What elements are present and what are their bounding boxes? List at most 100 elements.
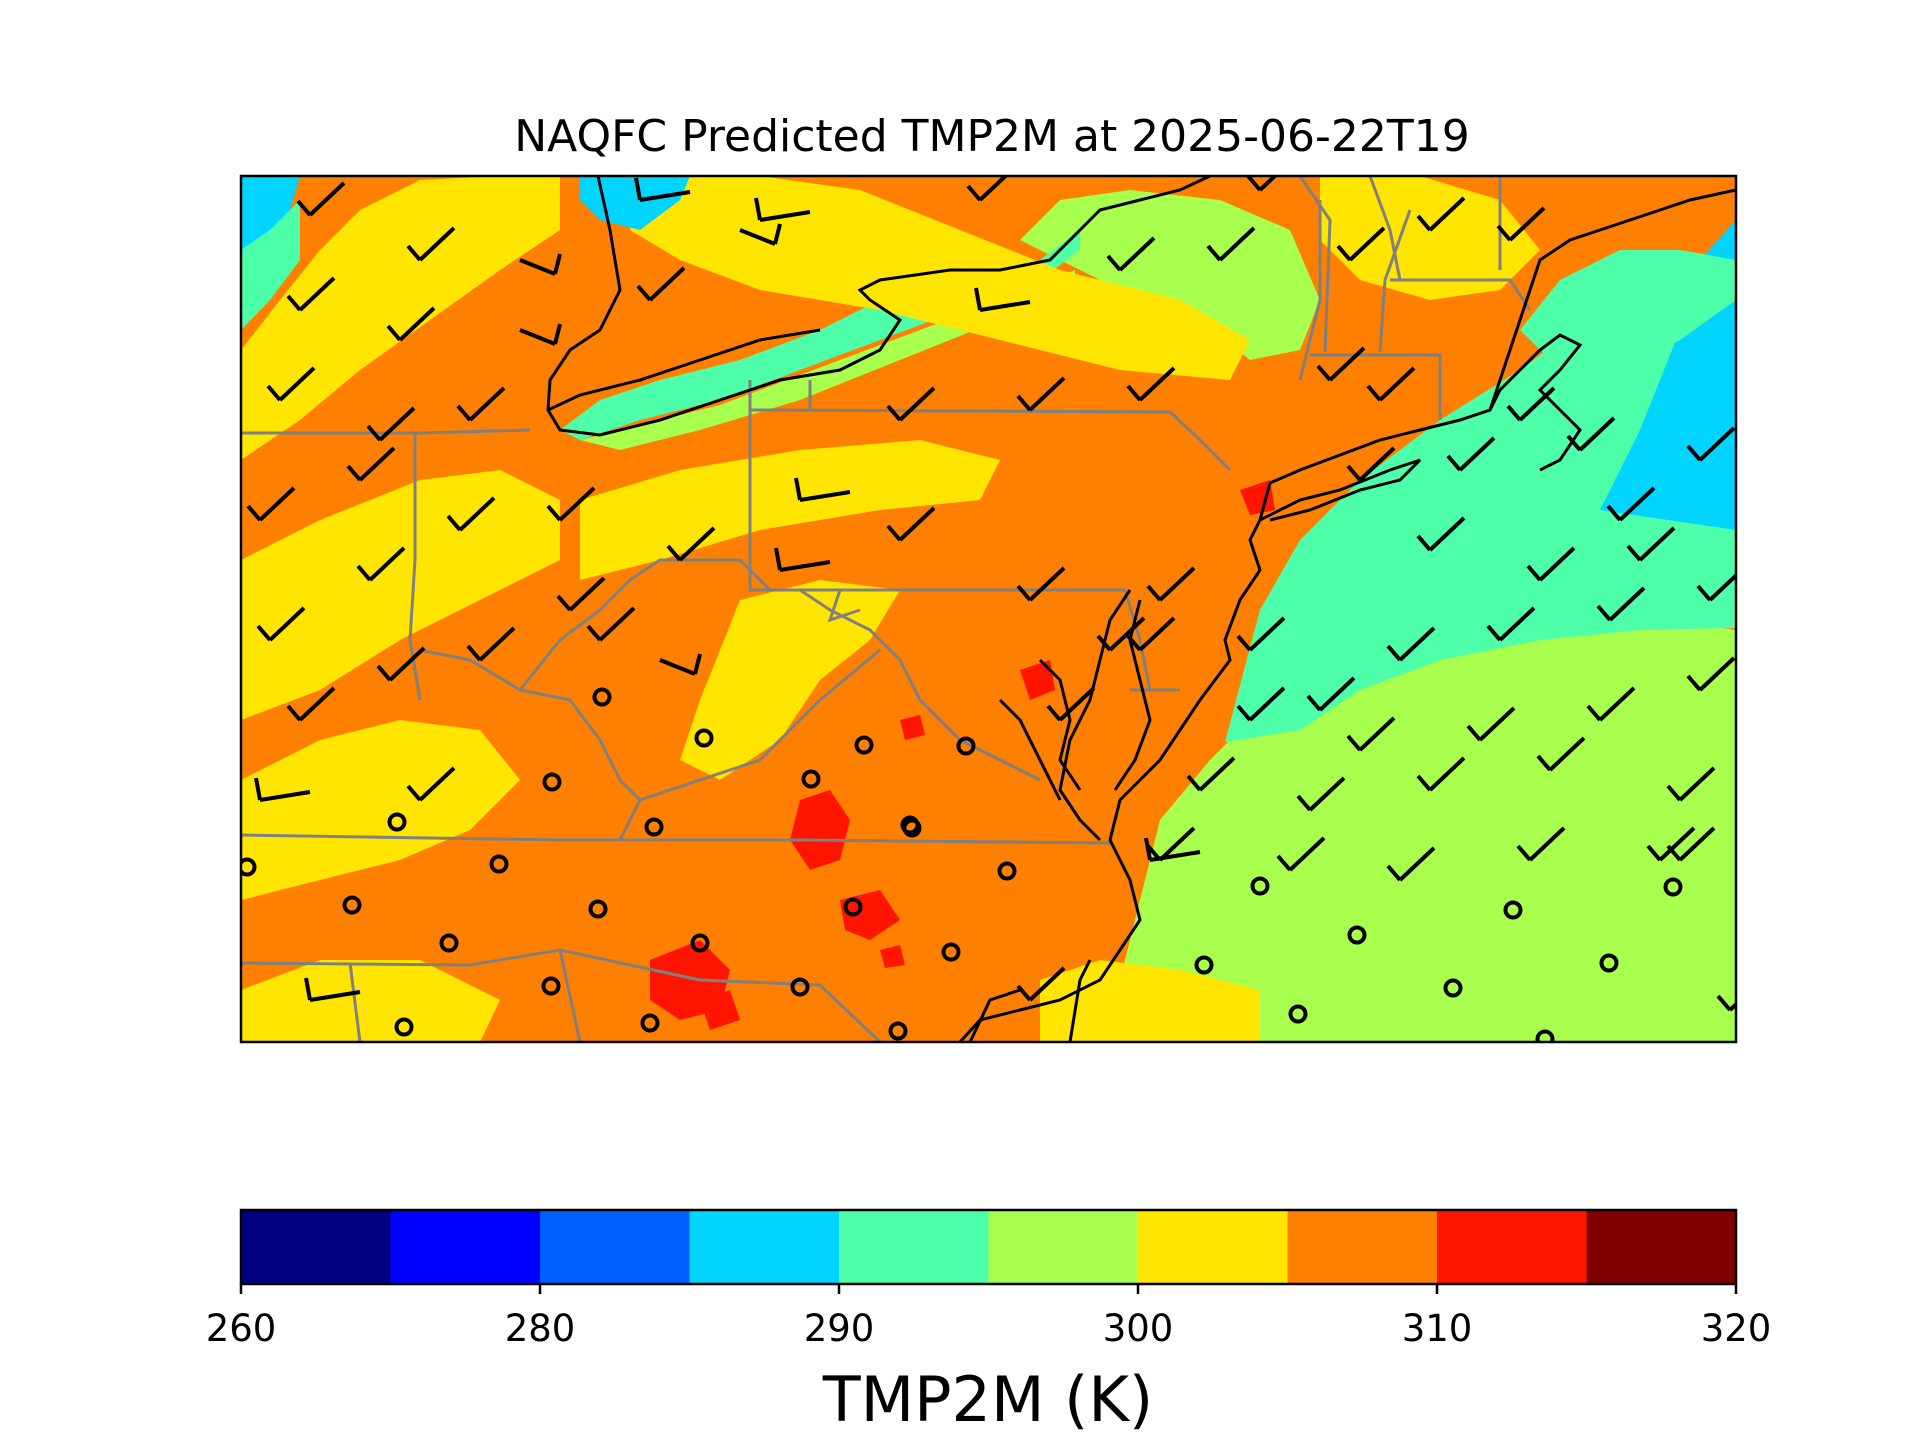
colorbar-tick-label: 290 [804, 1307, 875, 1350]
calm-wind-circle [644, 817, 664, 837]
wind-barb [286, 276, 336, 312]
wind-barb [1126, 366, 1176, 402]
wind-barb [1596, 586, 1646, 622]
calm-wind-circle [694, 728, 714, 748]
calm-wind-circle [790, 977, 810, 997]
wind-barb [1346, 446, 1396, 482]
calm-wind-circle [1443, 978, 1463, 998]
calm-wind-circle [489, 854, 509, 874]
calm-wind-circle [588, 899, 608, 919]
wind-barb [966, 176, 1009, 202]
wind-barb [659, 653, 702, 676]
colorbar-tick-label: 280 [505, 1307, 576, 1350]
wind-barb [974, 287, 1031, 312]
colorbar-segment [241, 1210, 391, 1284]
temperature-field-cyan-nw [241, 176, 300, 250]
wind-barb [1046, 686, 1096, 722]
colorbar-segment [689, 1210, 840, 1284]
colorbar-frame [239, 1208, 1738, 1286]
calm-wind-circle [1599, 953, 1619, 973]
calm-wind-circle [542, 772, 562, 792]
wind-barb [634, 177, 691, 202]
wind-barb [1416, 196, 1466, 232]
calm-wind-circle [394, 1017, 414, 1037]
wind-barb [1586, 686, 1636, 722]
wind-barb [1466, 706, 1516, 742]
calm-wind-circle [640, 1013, 660, 1033]
wind-barb [754, 197, 811, 222]
calm-wind-circle [1347, 925, 1367, 945]
wind-barb [1316, 346, 1366, 382]
wind-barb [1626, 526, 1676, 562]
map-frame [239, 174, 1738, 1044]
wind-barb [406, 766, 456, 802]
wind-barb [1236, 616, 1286, 652]
calm-wind-circle [387, 812, 407, 832]
calm-wind-circle [843, 897, 863, 917]
wind-barb [1446, 436, 1496, 472]
calm-wind-circle [592, 687, 612, 707]
wind-barb [666, 526, 716, 562]
wind-barb [286, 686, 336, 722]
wind-barb [1666, 766, 1716, 802]
wind-barb [886, 506, 936, 542]
wind-barb [1606, 486, 1656, 522]
wind-barb [266, 366, 316, 402]
wind-barb [1666, 826, 1716, 862]
wind-barb [1366, 366, 1416, 402]
wind-barb [1276, 836, 1326, 872]
temperature-field-lake-band-green [580, 270, 1075, 450]
colorbar-segment [839, 1210, 989, 1284]
wind-barb [1144, 837, 1201, 862]
wind-barb [1106, 236, 1156, 272]
wind-barb [886, 386, 936, 422]
colorbar-tick-label: 310 [1402, 1307, 1473, 1350]
calm-wind-circle [690, 933, 710, 953]
wind-barb [1516, 826, 1566, 862]
wind-barb [1536, 736, 1586, 772]
temperature-field-yellow-ky [241, 720, 520, 900]
calm-wind-circle [1535, 1029, 1555, 1042]
temperature-field-aqua-nw [241, 200, 300, 330]
calm-wind-circle [854, 735, 874, 755]
colorbar-segment [1138, 1210, 1288, 1284]
temperature-field-yellow-wv [680, 580, 900, 780]
wind-barb [519, 253, 562, 276]
state-boundaries [241, 176, 1532, 1042]
colorbar-segment [988, 1210, 1139, 1284]
wind-barb [1686, 426, 1736, 462]
wind-barb [1386, 626, 1436, 662]
wind-barb [1236, 686, 1286, 722]
wind-barb [376, 646, 426, 682]
wind-barb [246, 486, 296, 522]
wind-barb [1146, 566, 1196, 602]
wind-barb [1646, 826, 1696, 862]
wind-barb [1096, 616, 1146, 652]
wind-barb [1566, 416, 1616, 452]
calm-wind-circle [541, 976, 561, 996]
calm-wind-circle [801, 769, 821, 789]
wind-barb [1016, 566, 1066, 602]
temperature-field-yellow-oh [241, 470, 560, 720]
calm-wind-circle [1663, 877, 1683, 897]
calm-wind-circle [1194, 955, 1214, 975]
colorbar-segment [1437, 1210, 1587, 1284]
temperature-field-yellow-nc [1040, 960, 1260, 1042]
wind-barb [346, 446, 396, 482]
calm-wind-circle [997, 861, 1017, 881]
calm-wind-circle [1503, 900, 1523, 920]
wind-barb [1186, 756, 1236, 792]
wind-barb [254, 777, 311, 802]
calm-wind-circle [941, 942, 961, 962]
calm-wind-markers [241, 687, 1683, 1042]
colorbar-ticks: 260 280 290 300 310 320 [206, 1284, 1771, 1350]
temperature-field-yellow-ny [630, 176, 1250, 380]
wind-barb [1386, 846, 1436, 882]
wind-barb [1246, 176, 1278, 192]
wind-barb [256, 606, 306, 642]
calm-wind-circle [439, 933, 459, 953]
wind-barb [1696, 572, 1736, 602]
wind-barb [739, 223, 782, 246]
wind-barb [1336, 226, 1386, 262]
